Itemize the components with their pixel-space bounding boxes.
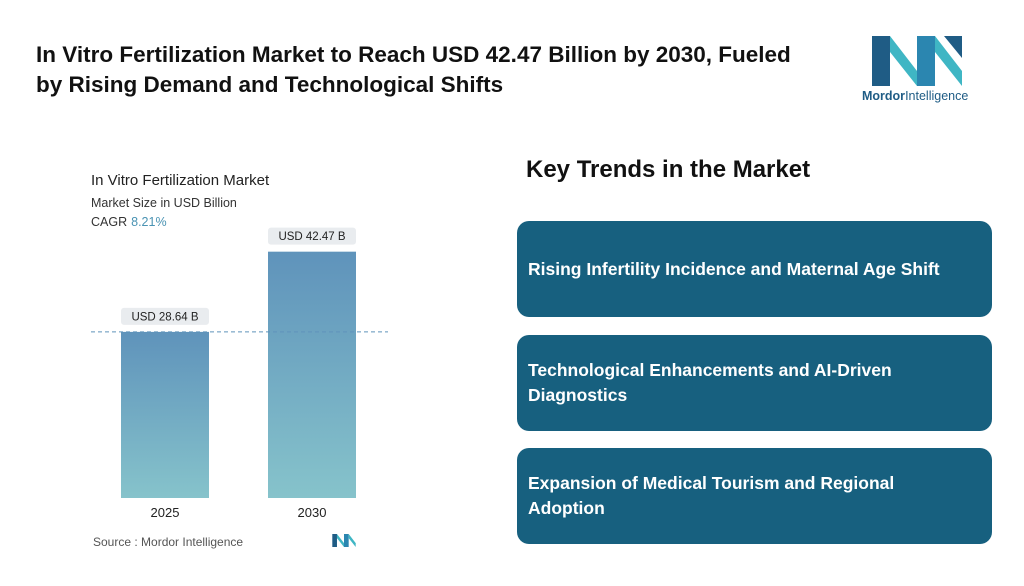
- x-tick-label: 2025: [151, 505, 180, 520]
- trend-card-3: Expansion of Medical Tourism and Regiona…: [517, 448, 992, 544]
- trend-card-label: Expansion of Medical Tourism and Regiona…: [528, 473, 895, 518]
- trend-card-label: Rising Infertility Incidence and Materna…: [528, 258, 940, 279]
- data-label: USD 28.64 B: [131, 311, 198, 323]
- logo-wordmark: MordorIntelligence: [862, 89, 978, 103]
- x-tick-label: 2030: [298, 505, 327, 520]
- chart-cagr: CAGR 8.21%: [91, 215, 167, 229]
- data-label-bg: [121, 307, 209, 325]
- trend-card-label: Technological Enhancements and AI-Driven…: [528, 360, 892, 405]
- logo-brand-rest: Intelligence: [905, 89, 969, 103]
- trend-card-1: Rising Infertility Incidence and Materna…: [517, 221, 992, 317]
- data-label: USD 42.47 B: [278, 231, 345, 243]
- chart-subtitle: Market Size in USD Billion: [91, 196, 237, 210]
- logo-brand-bold: Mordor: [862, 89, 906, 103]
- source-logo-icon: [332, 534, 356, 547]
- chart-title: In Vitro Fertilization Market: [91, 172, 270, 189]
- mordor-logo-icon: [872, 36, 962, 86]
- page-headline: In Vitro Fertilization Market to Reach U…: [36, 42, 791, 97]
- chart-source: Source : Mordor Intelligence: [93, 535, 244, 549]
- bar-2030: [268, 251, 356, 498]
- cagr-value: 8.21%: [131, 215, 167, 229]
- key-trends-heading: Key Trends in the Market: [526, 156, 811, 183]
- cagr-label: CAGR: [91, 215, 128, 229]
- trend-card-2: Technological Enhancements and AI-Driven…: [517, 335, 992, 431]
- data-label-bg: [268, 227, 356, 245]
- bar-2025: [121, 331, 209, 498]
- brand-logo: MordorIntelligence: [862, 36, 978, 103]
